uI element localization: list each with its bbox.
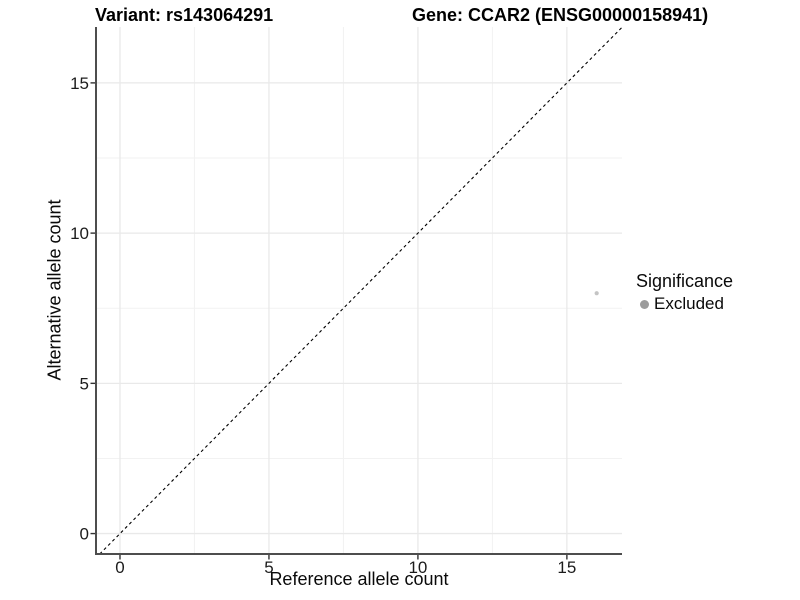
legend-key-dot <box>640 299 649 309</box>
y-tick-label: 10 <box>70 224 89 243</box>
x-tick-label: 5 <box>264 558 273 577</box>
identity-line <box>99 26 623 555</box>
legend: Significance Excluded <box>636 271 733 314</box>
legend-title: Significance <box>636 271 734 291</box>
x-tick-label: 0 <box>115 558 124 577</box>
x-tick-label: 10 <box>408 558 427 577</box>
y-tick-label: 0 <box>80 525 89 544</box>
y-tick-label: 5 <box>80 374 89 393</box>
data-point <box>594 291 599 296</box>
y-axis-title: Alternative allele count <box>44 199 65 381</box>
x-tick-label: 15 <box>557 558 576 577</box>
plot-title-gene: Gene: CCAR2 (ENSG00000158941) <box>412 5 709 25</box>
x-axis-title: Reference allele count <box>269 569 449 589</box>
legend-item-excluded: Excluded <box>636 294 733 314</box>
legend-item-label: Excluded <box>654 294 724 313</box>
plot-title-variant: Variant: rs143064291 <box>95 5 274 25</box>
y-tick-label: 15 <box>70 74 89 93</box>
